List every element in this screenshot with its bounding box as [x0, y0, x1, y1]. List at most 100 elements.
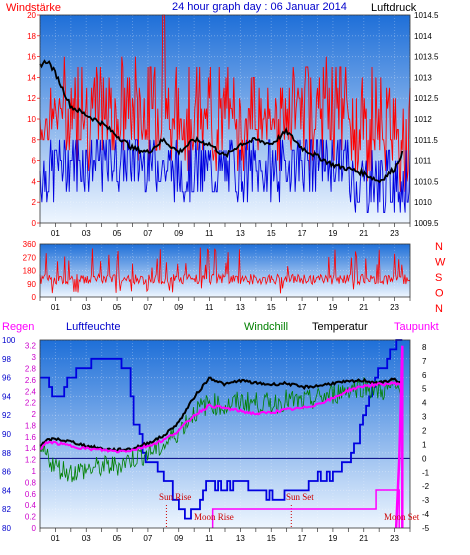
- left-tick-label: 180: [23, 267, 37, 276]
- windchill-label: Windchill: [244, 321, 288, 333]
- right-tick-label: 1009.5: [414, 219, 439, 228]
- x-tick-label: 03: [82, 303, 91, 312]
- x-tick-label: 07: [143, 534, 152, 543]
- moonrise-label: Moon Rise: [194, 512, 234, 522]
- rain-tick-label: 2: [32, 410, 37, 419]
- rain-tick-label: 0.6: [25, 490, 37, 499]
- x-tick-label: 11: [205, 303, 214, 312]
- x-tick-label: 23: [390, 534, 399, 543]
- temp-tick-label: 5: [422, 385, 427, 394]
- rain-tick-label: 3.2: [25, 342, 37, 351]
- x-tick-label: 23: [390, 229, 399, 238]
- rain-tick-label: 2.2: [25, 399, 37, 408]
- temperature-series: [39, 376, 404, 453]
- left-tick-label: 0: [32, 219, 37, 228]
- right-tick-label: 1010.5: [414, 177, 439, 186]
- x-tick-label: 03: [82, 229, 91, 238]
- temp-tick-label: 8: [422, 343, 427, 352]
- temp-tick-label: 1: [422, 440, 427, 449]
- x-tick-label: 09: [174, 229, 183, 238]
- x-tick-label: 19: [328, 229, 337, 238]
- x-tick-label: 13: [236, 303, 245, 312]
- temperature-line: [39, 376, 404, 453]
- x-tick-label: 01: [51, 534, 60, 543]
- wind-axis-title: Windstärke: [6, 2, 61, 14]
- x-tick-label: 15: [267, 229, 276, 238]
- x-tick-label: 13: [236, 229, 245, 238]
- x-tick-label: 09: [174, 534, 183, 543]
- panel1-right-ticks: 1009.5 1010 1010.5 1011 1011.5 1012 1012.5 1013…: [414, 11, 439, 228]
- x-tick-label: 11: [205, 229, 214, 238]
- x-tick-label: 05: [113, 229, 122, 238]
- x-tick-label: 15: [267, 534, 276, 543]
- dewpoint-line: [39, 380, 403, 454]
- moonset-label: Moon Set: [384, 512, 420, 522]
- x-tick-label: 07: [143, 303, 152, 312]
- x-tick-label: 19: [328, 303, 337, 312]
- gust-line: [39, 139, 411, 214]
- temp-tick-label: -1: [422, 468, 430, 477]
- x-tick-label: 23: [390, 303, 399, 312]
- right-tick-label: 1011.5: [414, 136, 438, 145]
- right-tick-label: 1014: [414, 32, 432, 41]
- rain-tick-label: 1.2: [25, 456, 37, 465]
- humidity-tick-label: 90: [2, 430, 11, 439]
- right-tick-label: 1010: [414, 198, 432, 207]
- humidity-tick-label: 94: [2, 392, 11, 401]
- pressure-series: [39, 59, 404, 184]
- humidity-tick-label: 82: [2, 505, 11, 514]
- panel2-plot-area: [40, 244, 410, 297]
- x-tick-label: 01: [51, 229, 60, 238]
- left-tick-label: 14: [27, 73, 36, 82]
- temp-tick-label: -4: [422, 510, 430, 519]
- wind-series: [39, 14, 411, 192]
- right-tick-label: 1014.5: [414, 11, 439, 20]
- humidity-tick-label: 84: [2, 486, 11, 495]
- direction-letter: O: [435, 288, 444, 300]
- left-tick-label: 8: [32, 136, 37, 145]
- panel3-x-ticks: 01 03 05 07 09 11 13 15 17 19 21 23: [39, 528, 411, 543]
- x-tick-label: 07: [143, 229, 152, 238]
- x-tick-label: 03: [82, 534, 91, 543]
- temp-tick-label: 2: [422, 427, 427, 436]
- direction-letter: N: [435, 303, 443, 315]
- rain-axis-title: Regen: [2, 321, 34, 333]
- chart-title: 24 hour graph day : 06 Januar 2014: [172, 1, 347, 13]
- rain-tick-label: 1.6: [25, 433, 37, 442]
- panel2-x-ticks: 01 03 05 07 09 11 13 15 17 19 21 23: [39, 297, 411, 312]
- sun-moon-markers: [165, 489, 400, 528]
- left-tick-label: 2: [32, 198, 37, 207]
- rain-tick-label: 0.4: [25, 501, 37, 510]
- panel1-x-ticks: 01 03 05 07 09 11 13 15 17 19 21 23: [39, 223, 411, 238]
- left-tick-label: 360: [23, 240, 37, 249]
- x-tick-label: 05: [113, 534, 122, 543]
- right-tick-label: 1013: [414, 73, 432, 82]
- temp-tick-label: -5: [422, 524, 430, 533]
- left-tick-label: 20: [27, 11, 36, 20]
- rain-tick-label: 2.8: [25, 364, 37, 373]
- humidity-tick-label: 80: [2, 524, 11, 533]
- rain-tick-label: 2.6: [25, 376, 37, 385]
- left-tick-label: 12: [27, 94, 36, 103]
- rain-tick-label: 3: [32, 353, 37, 362]
- x-tick-label: 01: [51, 303, 60, 312]
- sunset-label: Sun Set: [286, 492, 314, 502]
- sunrise-label: Sun Rise: [159, 492, 191, 502]
- panel2-left-ticks: 0 90 180 270 360: [23, 240, 37, 302]
- x-tick-label: 17: [298, 534, 307, 543]
- temp-tick-label: 6: [422, 371, 427, 380]
- pressure-axis-title: Luftdruck: [371, 2, 417, 14]
- direction-line: [39, 247, 411, 294]
- left-tick-label: 90: [27, 280, 36, 289]
- panel1-left-ticks: 0 2 4 6 8 10 12 14 16 18 20: [27, 11, 40, 228]
- humidity-line: [40, 339, 403, 520]
- moon-band: [211, 489, 400, 528]
- rain-line: [394, 345, 404, 529]
- x-tick-label: 17: [298, 303, 307, 312]
- wind-line: [39, 14, 411, 192]
- right-tick-label: 1012.5: [414, 94, 439, 103]
- left-tick-label: 0: [32, 293, 37, 302]
- temp-tick-label: 0: [422, 454, 427, 463]
